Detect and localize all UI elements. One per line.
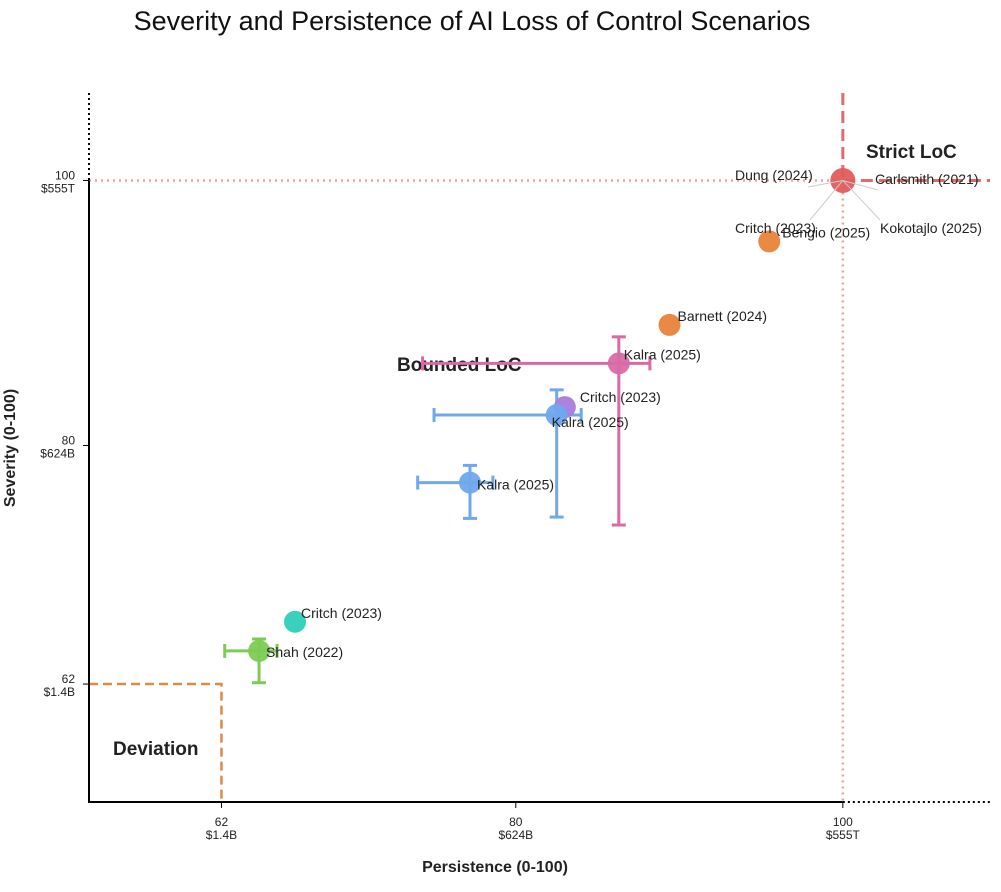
point-label: Kokotajlo (2025) [880, 220, 982, 236]
point-label: Shah (2022) [266, 644, 343, 660]
region-label-deviation: Deviation [113, 739, 199, 760]
point-label: Kalra (2025) [477, 477, 554, 493]
chart-title: Severity and Persistence of AI Loss of C… [134, 6, 811, 36]
leader-line [809, 180, 844, 221]
y-tick-sublabel: $1.4B [44, 685, 75, 699]
point-label: Carlsmith (2021) [875, 171, 978, 187]
x-tick-label: 80 [509, 815, 523, 829]
deviation-boundary [89, 682, 223, 802]
axes: 62$1.4B80$624B100$555T62$1.4B80$624B100$… [40, 93, 990, 842]
x-tick-sublabel: $1.4B [206, 828, 237, 842]
x-axis-title: Persistence (0-100) [422, 859, 568, 876]
x-tick-sublabel: $624B [498, 828, 533, 842]
point-label: Critch (2023) [301, 605, 382, 621]
data-point [545, 404, 568, 427]
x-tick-label: 100 [833, 815, 853, 829]
point-label: Kalra (2025) [624, 346, 701, 362]
y-tick-label: 100 [55, 168, 75, 182]
data-point [758, 230, 781, 253]
data-point [658, 313, 681, 336]
region-label-bounded-loc: Bounded LoC [397, 355, 522, 376]
point-label: Critch (2023) [580, 389, 661, 405]
y-tick-sublabel: $624B [40, 447, 75, 461]
point-label: Barnett (2024) [677, 308, 767, 324]
point-label: Kalra (2025) [552, 414, 629, 430]
y-axis-title: Severity (0-100) [2, 389, 19, 507]
region-label-strict-loc: Strict LoC [866, 142, 957, 163]
data-point [248, 639, 271, 662]
y-tick-sublabel: $555T [41, 181, 76, 195]
y-tick-label: 80 [62, 434, 76, 448]
leader-line [842, 180, 881, 221]
leader-line [807, 179, 843, 188]
point-label: Critch (2023) [735, 220, 816, 236]
data-point [284, 610, 307, 633]
point-labels: Dung (2024) Carlsmith (2021) Critch (2023)… [266, 167, 982, 660]
data-point [607, 352, 630, 375]
data-point [459, 471, 482, 494]
point-label: Bengio (2025) [782, 224, 870, 240]
y-tick-label: 62 [62, 672, 76, 686]
point-label: Dung (2024) [735, 167, 813, 183]
regions: Deviation Bounded LoC Strict LoC [89, 93, 990, 802]
x-tick-label: 62 [215, 815, 229, 829]
leader-line [842, 179, 879, 191]
x-tick-sublabel: $555T [826, 828, 861, 842]
